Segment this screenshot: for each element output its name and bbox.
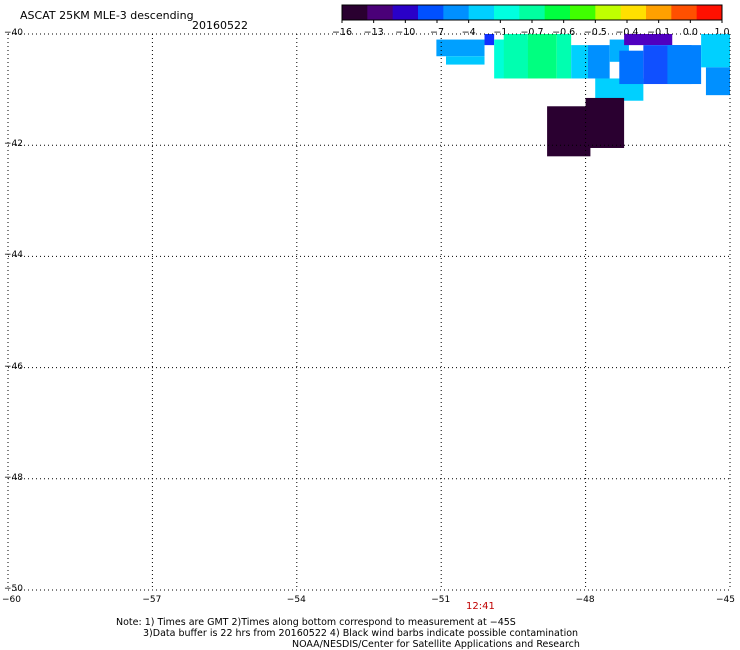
colorbar-segment — [646, 5, 672, 20]
colorbar-segment — [418, 5, 444, 20]
x-tick-label: −54 — [286, 595, 306, 605]
y-tick-label: −44 — [4, 250, 23, 261]
colorbar-label: −1 — [493, 27, 507, 38]
data-cell — [556, 34, 572, 79]
colorbar-label: −13 — [364, 27, 384, 38]
colorbar-segment — [671, 5, 698, 20]
data-cell — [527, 34, 557, 79]
y-tick-label: −42 — [4, 139, 23, 150]
map-date: 20160522 — [192, 19, 248, 32]
colorbar-label: −0.5 — [584, 27, 607, 38]
data-cell — [705, 67, 730, 96]
data-cell — [446, 56, 485, 65]
x-tick-label: −48 — [575, 595, 595, 605]
colorbar-label: 0.0 — [683, 27, 698, 38]
data-cells — [436, 34, 730, 157]
note-line-3: NOAA/NESDIS/Center for Satellite Applica… — [292, 639, 580, 650]
colorbar-label: −16 — [332, 27, 352, 38]
colorbar-label: −4 — [462, 27, 476, 38]
note-line-1: Note: 1) Times are GMT 2)Times along bot… — [116, 617, 516, 628]
data-cell — [624, 34, 673, 46]
data-cell — [503, 34, 528, 79]
colorbar-segment — [570, 5, 596, 20]
x-tick-label: −45 — [716, 595, 735, 605]
time-label: 12:41 — [466, 601, 495, 612]
y-tick-label: −40 — [4, 28, 23, 38]
colorbar-segment — [620, 5, 647, 20]
note-line-2: 3)Data buffer is 22 hrs from 20160522 4)… — [143, 628, 579, 639]
map-grid — [7, 33, 731, 591]
colorbar-segment — [392, 5, 419, 20]
colorbar-label: −0.1 — [647, 27, 670, 38]
colorbar-labels: −16 −13 −10 −7 −4 −1 −0.7 −0.6 −0.5 −0.4 −0.1 0.0 1.… — [332, 20, 730, 38]
colorbar-segment — [696, 5, 723, 20]
data-cell — [701, 34, 730, 68]
colorbar-label: 1.0 — [714, 27, 729, 38]
x-tick-label: −57 — [142, 595, 162, 605]
data-cell — [484, 34, 495, 46]
colorbar-segment — [544, 5, 571, 20]
colorbar-segment — [519, 5, 546, 20]
colorbar-segment — [342, 5, 368, 20]
data-cell — [588, 45, 610, 79]
map-title: ASCAT 25KM MLE-3 descending — [20, 9, 194, 22]
colorbar — [341, 4, 723, 21]
colorbar-label: −0.6 — [552, 27, 575, 38]
x-tick-label: −60 — [2, 595, 21, 605]
colorbar-segment — [468, 5, 495, 20]
colorbar-segment — [443, 5, 470, 20]
x-tick-label: −51 — [431, 595, 451, 605]
data-cell — [619, 50, 644, 85]
data-cell — [571, 45, 589, 79]
colorbar-segment — [494, 5, 520, 20]
colorbar-label: −7 — [430, 27, 444, 38]
data-cell — [585, 97, 625, 148]
data-cell — [667, 45, 702, 85]
data-cell — [436, 39, 485, 57]
y-tick-label: −46 — [4, 361, 23, 372]
y-tick-label: −50 — [4, 584, 23, 594]
colorbar-label: −10 — [395, 27, 415, 38]
colorbar-label: −0.7 — [520, 27, 543, 38]
y-tick-label: −48 — [4, 472, 23, 483]
data-cell — [547, 106, 591, 157]
colorbar-segment — [367, 5, 394, 20]
colorbar-label: −0.4 — [615, 27, 638, 38]
colorbar-segment — [595, 5, 622, 20]
